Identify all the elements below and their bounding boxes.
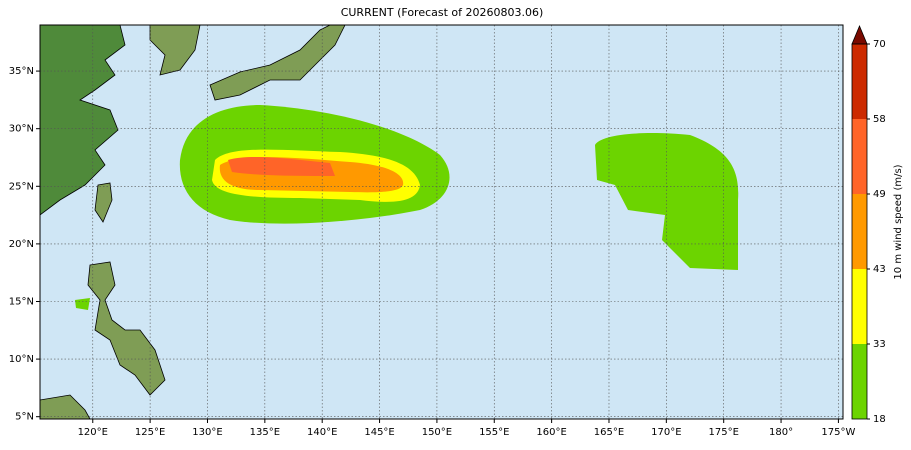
x-tick-label: 130°E — [192, 427, 222, 438]
colorbar-tick-label: 49 — [873, 189, 886, 200]
wind-zone — [75, 298, 90, 310]
x-tick-label: 170°E — [651, 427, 681, 438]
colorbar-segment — [852, 344, 867, 419]
x-tick-label: 175°W — [821, 427, 855, 438]
colorbar-frame — [851, 43, 868, 420]
colorbar-tick-label: 70 — [873, 39, 886, 50]
wind-zone — [595, 133, 739, 270]
y-tick-label: 10°N — [9, 354, 34, 365]
colorbar-segment — [852, 194, 867, 269]
colorbar-segment — [852, 119, 867, 194]
x-tick-label: 165°E — [594, 427, 624, 438]
x-tick-label: 160°E — [536, 427, 566, 438]
map-title: CURRENT (Forecast of 20260803.06) — [341, 6, 544, 19]
colorbar-tick-label: 58 — [873, 114, 886, 125]
x-tick-label: 175°E — [708, 427, 738, 438]
y-tick-label: 15°N — [9, 296, 34, 307]
land — [39, 24, 346, 420]
wind-field — [75, 105, 739, 310]
x-tick-label: 150°E — [422, 427, 452, 438]
philippines — [87, 261, 166, 396]
japan — [209, 24, 346, 101]
x-tick-label: 135°E — [250, 427, 280, 438]
map-frame — [39, 24, 844, 420]
grid — [40, 25, 843, 419]
map-area — [39, 24, 844, 420]
colorbar-tick-label: 18 — [873, 414, 886, 425]
y-tick-label: 5°N — [15, 412, 34, 423]
colorbar: 18 33 43 49 58 70 — [851, 24, 886, 425]
mainland — [39, 24, 126, 216]
y-tick-label: 35°N — [9, 66, 34, 77]
x-tick-label: 125°E — [135, 427, 165, 438]
x-tick-label: 180° — [769, 427, 793, 438]
wind-zone — [228, 156, 335, 176]
colorbar-tick-label: 33 — [873, 339, 886, 350]
x-tick-label: 140°E — [307, 427, 337, 438]
korea — [149, 24, 201, 76]
y-tick-label: 30°N — [9, 124, 34, 135]
taiwan — [94, 182, 113, 223]
y-tick-label: 25°N — [9, 181, 34, 192]
x-tick-label: 155°E — [479, 427, 509, 438]
colorbar-label: 10 m wind speed (m/s) — [893, 164, 904, 279]
colorbar-segment — [852, 44, 867, 119]
colorbar-segment — [852, 269, 867, 344]
x-tick-label: 120°E — [78, 427, 108, 438]
x-tick-label: 145°E — [364, 427, 394, 438]
y-tick-label: 20°N — [9, 239, 34, 250]
colorbar-tick-label: 43 — [873, 264, 886, 275]
